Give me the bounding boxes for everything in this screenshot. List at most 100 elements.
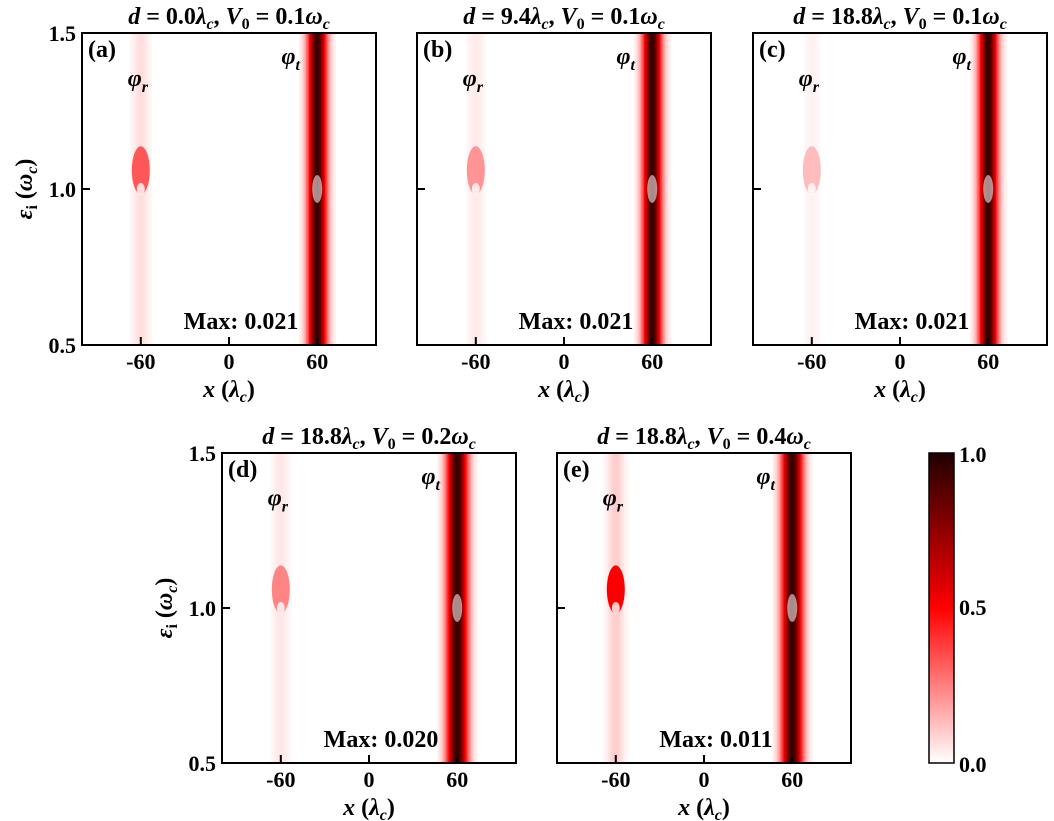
transmitted-beam-column — [806, 453, 809, 763]
reflected-node — [471, 183, 480, 195]
transmitted-beam-column — [804, 453, 807, 763]
colorbar-gradient — [928, 452, 955, 764]
x-tick-label: 60 — [781, 767, 803, 792]
x-tick-label: 0 — [224, 349, 235, 374]
transmitted-beam-column — [1005, 33, 1008, 345]
transmitted-beam-column — [475, 453, 478, 763]
phi-t-annotation: φt — [616, 44, 635, 74]
transmitted-beam-column — [661, 33, 664, 345]
transmitted-beam-column — [784, 453, 787, 763]
reflected-beam-column — [818, 33, 821, 345]
x-tick-label: 0 — [895, 349, 906, 374]
transmitted-beam-column — [444, 453, 447, 763]
panel-e: -60 0 60 d = 18.8λc, V0 = 0.4ωc (e) φr φt Max: … — [556, 424, 852, 821]
panels-layer: -60 0 60 0.5 1.0 1.5 d = 0.0λc, V0 = 0.1ωc (a) φ… — [12, 4, 1048, 821]
x-tick-label: 60 — [977, 349, 999, 374]
reflected-blob — [802, 146, 821, 195]
heatmap-area — [417, 33, 711, 345]
transmitted-beam-column — [323, 33, 326, 345]
reflected-node — [276, 602, 285, 614]
reflected-beam-column — [150, 33, 153, 345]
transmitted-beam-column — [776, 453, 779, 763]
heatmap-area — [557, 453, 851, 763]
reflected-beam-column — [623, 453, 626, 763]
x-axis-label: x (λc) — [342, 795, 395, 821]
reflected-blob — [131, 146, 150, 195]
transmitted-beam-column — [663, 33, 666, 345]
transmitted-beam-column — [326, 33, 329, 345]
panel-d: -60 0 60 0.5 1.0 1.5 d = 18.8λc, V0 = 0.2ωc(d)… — [152, 424, 517, 821]
x-tick-label: -60 — [797, 349, 826, 374]
reflected-beam-column — [606, 453, 609, 763]
phi-r-annotation: φr — [603, 486, 624, 516]
transmitted-beam-column — [977, 33, 980, 345]
y-tick-label: 1.0 — [49, 177, 77, 202]
phi-r-annotation: φr — [799, 66, 820, 96]
transmitted-beam-column — [446, 453, 449, 763]
transmitted-beam-column — [996, 33, 999, 345]
reflected-beam-column — [482, 33, 485, 345]
transmitted-beam-column — [999, 33, 1002, 345]
y-tick-label: 1.0 — [189, 596, 217, 621]
transmitted-beam-column — [644, 33, 647, 345]
transmitted-beam-column — [993, 33, 996, 345]
y-axis-label: εi (ωc) — [12, 159, 41, 220]
panel-label: (c) — [759, 37, 786, 63]
transmitted-beam-column — [468, 453, 471, 763]
transmitted-beam-column — [782, 453, 785, 763]
transmitted-beam-column — [971, 33, 974, 345]
transmitted-beam-column — [800, 453, 803, 763]
reflected-beam-column — [269, 453, 272, 763]
reflected-beam-column — [290, 453, 293, 763]
panel-b: -60 0 60 d = 9.4λc, V0 = 0.1ωc (b) φr φt Max: 0… — [416, 4, 712, 406]
transmitted-beam-column — [471, 453, 474, 763]
transmitted-beam-column — [797, 453, 800, 763]
phi-r-annotation: φr — [268, 486, 289, 516]
transmitted-beam-column — [441, 453, 444, 763]
transmitted-beam-column — [322, 33, 325, 345]
reflected-beam-column — [803, 33, 806, 345]
transmitted-beam-column — [1002, 33, 1005, 345]
transmitted-beam-column — [801, 453, 804, 763]
reflected-beam-column — [287, 453, 290, 763]
transmitted-beam-column — [303, 33, 306, 345]
reflected-beam-column — [132, 33, 135, 345]
transmitted-beam-column — [306, 33, 309, 345]
transmitted-beam-column — [778, 453, 781, 763]
phi-t-annotation: φt — [421, 464, 440, 494]
transmitted-beam-column — [447, 453, 450, 763]
y-axis-label: εi (ωc) — [152, 578, 181, 639]
transmitted-beam-column — [975, 33, 978, 345]
transmitted-beam-column — [437, 453, 440, 763]
transmitted-beam-column — [298, 33, 301, 345]
transmitted-node — [983, 175, 994, 203]
phi-t-annotation: φt — [952, 44, 971, 74]
transmitted-beam-column — [669, 33, 672, 345]
transmitted-beam-column — [666, 33, 669, 345]
reflected-beam-column — [147, 33, 150, 345]
transmitted-beam-column — [469, 453, 472, 763]
transmitted-beam-column — [310, 33, 313, 345]
x-tick-label: 0 — [559, 349, 570, 374]
panel-label: (b) — [423, 37, 452, 63]
panel-title: d = 18.8λc, V0 = 0.2ωc — [262, 424, 476, 453]
panel-title: d = 18.8λc, V0 = 0.4ωc — [597, 424, 811, 453]
max-value-label: Max: 0.020 — [324, 727, 439, 753]
reflected-beam-column — [288, 453, 291, 763]
transmitted-beam-column — [307, 33, 310, 345]
reflected-blob — [271, 565, 290, 614]
transmitted-beam-column — [325, 33, 328, 345]
x-tick-label: 60 — [641, 349, 663, 374]
x-axis-label: x (λc) — [202, 377, 255, 406]
transmitted-beam-column — [978, 33, 981, 345]
transmitted-beam-column — [440, 453, 443, 763]
transmitted-beam-column — [994, 33, 997, 345]
transmitted-beam-column — [466, 453, 469, 763]
heatmap-area — [222, 453, 516, 763]
transmitted-beam-column — [775, 453, 778, 763]
reflected-node — [807, 183, 816, 195]
panel-label: (d) — [228, 457, 257, 483]
reflected-beam-column — [129, 33, 132, 345]
transmitted-beam-column — [810, 453, 813, 763]
transmitted-beam-column — [449, 453, 452, 763]
